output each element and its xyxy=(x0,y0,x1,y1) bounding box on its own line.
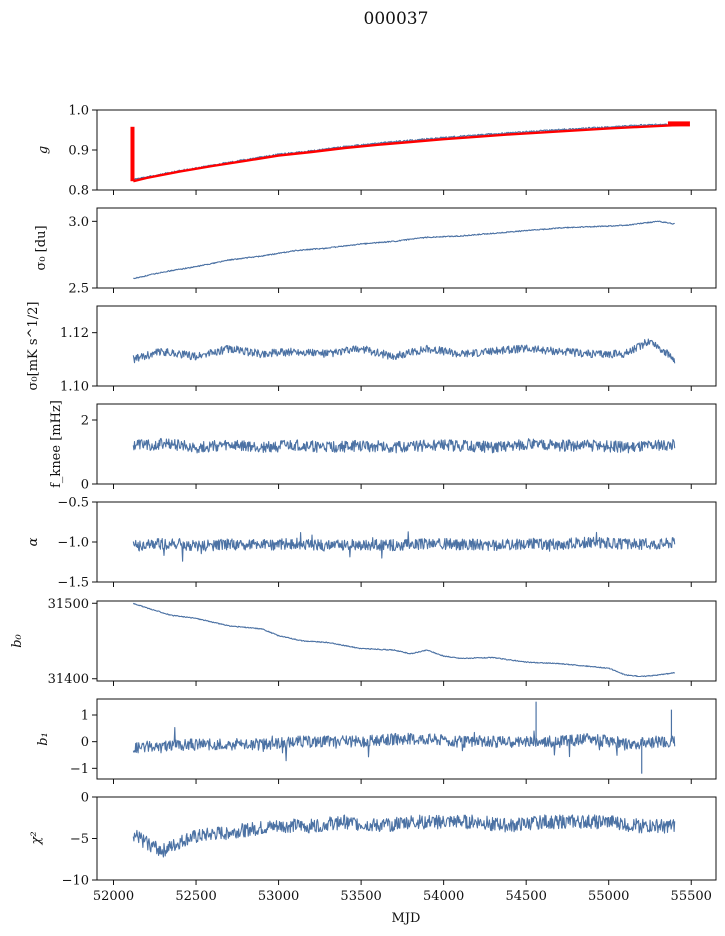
panel-fknee-ytick-label: 0 xyxy=(81,478,89,493)
x-tick-label: 53000 xyxy=(258,889,299,904)
x-tick-label: 55500 xyxy=(671,889,712,904)
x-tick-label: 52500 xyxy=(175,889,216,904)
panel-b0-frame xyxy=(96,600,717,682)
panel-b1-frame xyxy=(96,698,717,780)
panel-chi2-ytick-label: −10 xyxy=(62,874,89,889)
panel-alpha-series xyxy=(132,531,676,562)
panel-g-highlight-spike xyxy=(130,126,135,182)
figure-title: 000037 xyxy=(364,9,429,29)
x-tick-label: 52000 xyxy=(93,889,134,904)
panel-g-ylabel: g xyxy=(36,146,51,154)
panel-sigma0-mk-series xyxy=(132,338,676,364)
panel-fknee-frame xyxy=(96,403,717,485)
panel-g-frame xyxy=(96,109,717,191)
panel-alpha-ytick-label: −1.5 xyxy=(57,576,89,591)
panel-b0-ylabel: b₀ xyxy=(10,633,25,647)
panel-sigma0-mk-ytick-label: 1.10 xyxy=(60,380,89,395)
x-tick-label: 54500 xyxy=(505,889,546,904)
ticks-layer: 0.8 0.9 1.0 2.5 3.0 1.10 1.12 0 2 −1.5 −1.0 −0.5 314… xyxy=(48,104,712,905)
panel-sigma0-mk-series-line-0 xyxy=(132,338,676,364)
panel-sigma0-du: σ₀ [du] xyxy=(34,207,717,289)
panel-b1-series-line-0 xyxy=(132,726,676,762)
panel-fknee-series-line-0 xyxy=(132,437,676,454)
panel-b0-ytick-label: 31400 xyxy=(48,672,89,687)
panel-b0: b₀ xyxy=(10,600,717,682)
x-axis-label: MJD xyxy=(392,911,421,926)
panel-sigma0-mk: σ₀[mK s^1/2] xyxy=(26,302,717,391)
panel-alpha-ytick-label: −0.5 xyxy=(57,496,89,511)
x-tick-label: 54000 xyxy=(423,889,464,904)
panel-b1-ytick-label: 1 xyxy=(81,709,89,724)
panel-sigma0-du-ylabel: σ₀ [du] xyxy=(34,225,49,270)
panel-b0-series xyxy=(132,602,676,678)
panel-chi2-series-line-0 xyxy=(132,814,676,858)
panel-sigma0-du-ytick-label: 2.5 xyxy=(68,282,89,297)
panel-sigma0-du-frame xyxy=(96,207,717,289)
panel-sigma0-du-series-line-0 xyxy=(133,220,675,280)
panel-g: g xyxy=(36,109,717,191)
panel-g-series xyxy=(130,121,690,183)
panel-b1-ytick-label: −1 xyxy=(70,762,89,777)
panel-fknee-ytick-label: 2 xyxy=(81,414,89,429)
panel-chi2-series xyxy=(132,814,676,858)
panel-alpha-ylabel: α xyxy=(26,537,41,546)
panel-sigma0-du-series xyxy=(133,220,675,280)
x-tick-label: 53500 xyxy=(340,889,381,904)
panel-sigma0-mk-ytick-label: 1.12 xyxy=(60,326,89,341)
panel-fknee: f_knee [mHz] xyxy=(49,400,717,488)
panel-alpha-ytick-label: −1.0 xyxy=(57,536,89,551)
panel-chi2: χ² MJD xyxy=(29,796,717,926)
panel-g-ytick-label: 0.8 xyxy=(68,184,89,199)
panel-b0-ytick-label: 31500 xyxy=(48,597,89,612)
panel-g-highlight-line xyxy=(133,123,688,183)
panel-g-ytick-label: 1.0 xyxy=(68,104,89,119)
panel-b1-ytick-label: 0 xyxy=(81,735,89,750)
panel-sigma0-du-ytick-label: 3.0 xyxy=(68,215,89,230)
panel-b1: b₁ xyxy=(36,698,717,780)
panel-b0-series-line-0 xyxy=(132,602,676,678)
panel-sigma0-mk-ylabel: σ₀[mK s^1/2] xyxy=(26,302,41,391)
panel-chi2-ytick-label: −5 xyxy=(70,832,89,847)
panel-b1-ylabel: b₁ xyxy=(36,732,51,746)
x-tick-label: 55000 xyxy=(588,889,629,904)
panel-sigma0-mk-frame xyxy=(96,305,717,387)
panel-alpha: α xyxy=(26,501,717,583)
panel-g-highlight-tail xyxy=(667,121,690,127)
panel-b1-series xyxy=(132,701,676,774)
panel-g-ytick-label: 0.9 xyxy=(68,144,89,159)
panel-fknee-series xyxy=(132,437,676,454)
panel-fknee-ylabel: f_knee [mHz] xyxy=(49,400,64,488)
panel-g-series-line-0 xyxy=(131,123,675,181)
panel-chi2-ytick-label: 0 xyxy=(81,791,89,806)
panel-alpha-series-line-0 xyxy=(132,531,676,562)
panel-chi2-ylabel: χ² xyxy=(29,831,44,845)
